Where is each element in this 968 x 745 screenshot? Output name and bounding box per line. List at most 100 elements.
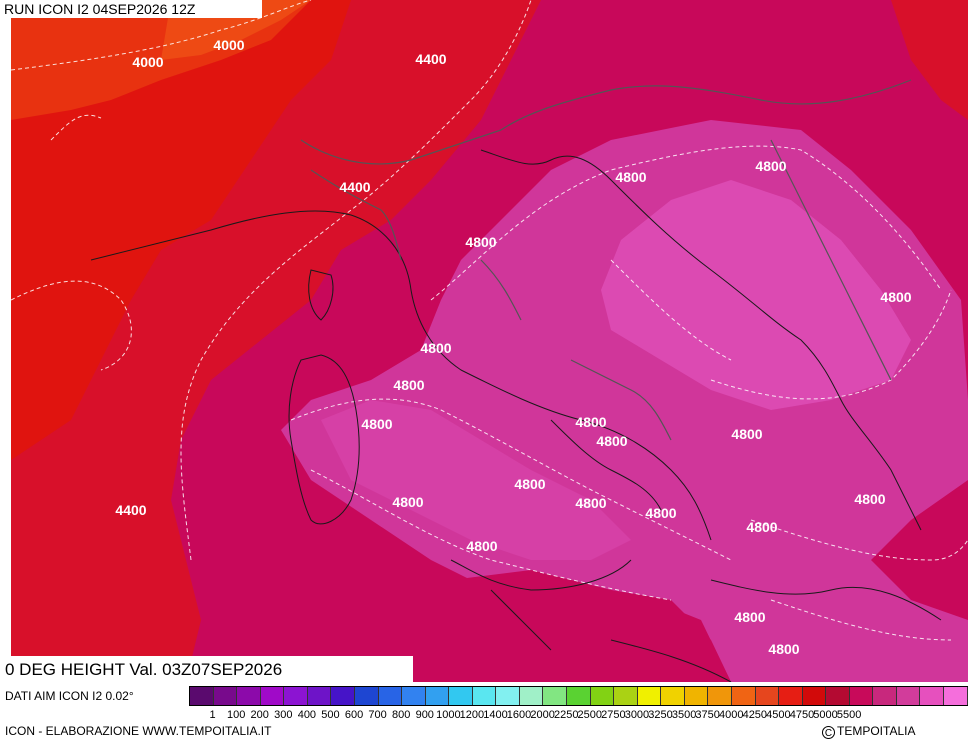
legend-swatch bbox=[849, 687, 874, 705]
legend-tick-label: 300 bbox=[274, 709, 293, 721]
contour-label: 4800 bbox=[880, 289, 912, 305]
color-legend bbox=[189, 686, 968, 706]
contour-label: 4800 bbox=[615, 169, 647, 185]
legend-tick-label: 4250 bbox=[742, 709, 768, 721]
legend-swatch bbox=[449, 687, 473, 705]
legend-tick-labels: 1 100 200 300 400 500 600 700 800 900 1000 1200 1400… bbox=[189, 709, 967, 723]
contour-label: 4800 bbox=[596, 433, 628, 449]
legend-swatch bbox=[354, 687, 379, 705]
legend-swatch bbox=[190, 687, 214, 705]
field-pink-light bbox=[601, 180, 911, 410]
legend-swatch bbox=[684, 687, 709, 705]
contour-label: 4800 bbox=[465, 234, 497, 250]
legend-swatch bbox=[614, 687, 638, 705]
legend-swatch bbox=[708, 687, 732, 705]
legend-tick-label: 4000 bbox=[718, 709, 744, 721]
legend-swatch bbox=[496, 687, 520, 705]
borders bbox=[300, 79, 912, 441]
legend-swatch bbox=[731, 687, 756, 705]
contour-label: 4800 bbox=[768, 641, 800, 657]
coastlines bbox=[90, 149, 942, 682]
legend-swatch bbox=[637, 687, 662, 705]
legend-tick-label: 4750 bbox=[789, 709, 815, 721]
legend-swatch bbox=[378, 687, 403, 705]
legend-tick-label: 2500 bbox=[577, 709, 603, 721]
legend-swatch bbox=[873, 687, 897, 705]
freezing-level-map bbox=[11, 0, 968, 682]
legend-tick-label: 2000 bbox=[530, 709, 555, 721]
legend-swatch bbox=[590, 687, 615, 705]
contour-label: 4800 bbox=[755, 158, 787, 174]
legend-tick-label: 3750 bbox=[695, 709, 720, 721]
run-title: RUN ICON I2 04SEP2026 12Z bbox=[0, 0, 262, 18]
legend-tick-label: 2250 bbox=[553, 709, 579, 721]
legend-swatch bbox=[755, 687, 780, 705]
legend-tick-label: 2750 bbox=[601, 709, 626, 721]
contour-label: 4800 bbox=[575, 495, 607, 511]
legend-swatch bbox=[944, 687, 968, 705]
contour-label: 4800 bbox=[392, 494, 424, 510]
contour-label: 4800 bbox=[361, 416, 393, 432]
contour-label: 4800 bbox=[645, 505, 677, 521]
legend-tick-label: 3500 bbox=[671, 709, 697, 721]
legend-swatch bbox=[425, 687, 450, 705]
legend-tick-label: 5500 bbox=[836, 709, 862, 721]
legend-tick-label: 1400 bbox=[483, 709, 508, 721]
legend-tick-label: 800 bbox=[391, 709, 411, 721]
legend-tick-label: 1 bbox=[209, 709, 216, 721]
map-canvas bbox=[11, 0, 968, 682]
field-red-deep bbox=[11, 0, 351, 460]
legend-tick-label: 200 bbox=[250, 709, 269, 721]
legend-tick-label: 4500 bbox=[766, 709, 791, 721]
copyright-icon: C bbox=[822, 726, 835, 739]
legend-swatch bbox=[260, 687, 285, 705]
field-red-east bbox=[891, 0, 968, 120]
contour-label: 4800 bbox=[575, 414, 607, 430]
legend-swatch bbox=[402, 687, 426, 705]
legend-swatch bbox=[237, 687, 261, 705]
contour-label: 4000 bbox=[213, 37, 245, 53]
legend-tick-label: 5000 bbox=[813, 709, 838, 721]
legend-swatch bbox=[896, 687, 921, 705]
contour-label: 4800 bbox=[746, 519, 778, 535]
valid-title: 0 DEG HEIGHT Val. 03Z07SEP2026 bbox=[0, 656, 413, 683]
legend-swatch bbox=[826, 687, 850, 705]
field-pink-south bbox=[321, 400, 631, 560]
credit-text: ICON - ELABORAZIONE WWW.TEMPOITALIA.IT bbox=[5, 724, 272, 738]
contour-label: 4800 bbox=[393, 377, 425, 393]
legend-tick-label: 3000 bbox=[624, 709, 650, 721]
legend-swatch bbox=[920, 687, 944, 705]
contour-label: 4800 bbox=[466, 538, 498, 554]
legend-tick-label: 3250 bbox=[648, 709, 673, 721]
legend-swatch bbox=[661, 687, 685, 705]
legend-tick-label: 900 bbox=[415, 709, 434, 721]
copyright-text: TEMPOITALIA bbox=[837, 724, 916, 738]
legend-tick-label: 1600 bbox=[506, 709, 532, 721]
contour-label: 4400 bbox=[339, 179, 371, 195]
legend-swatch bbox=[307, 687, 332, 705]
contour-lines bbox=[11, 0, 968, 641]
contour-label: 4800 bbox=[420, 340, 452, 356]
contour-label: 4000 bbox=[132, 54, 164, 70]
copyright: C TEMPOITALIA bbox=[822, 724, 915, 739]
legend-tick-label: 500 bbox=[321, 709, 340, 721]
contour-label: 4400 bbox=[415, 51, 447, 67]
legend-tick-label: 600 bbox=[344, 709, 364, 721]
legend-swatch bbox=[284, 687, 308, 705]
field-crimson-south bbox=[451, 570, 731, 682]
legend-swatch bbox=[472, 687, 497, 705]
legend-swatch bbox=[519, 687, 544, 705]
legend-tick-label: 100 bbox=[226, 709, 246, 721]
legend-tick-label: 1000 bbox=[436, 709, 461, 721]
contour-label: 4400 bbox=[115, 502, 147, 518]
legend-swatch bbox=[802, 687, 827, 705]
legend-swatch bbox=[213, 687, 238, 705]
data-source-text: DATI AIM ICON I2 0.02° bbox=[5, 689, 134, 703]
legend-tick-label: 1200 bbox=[459, 709, 485, 721]
contour-label: 4800 bbox=[854, 491, 886, 507]
contour-label: 4800 bbox=[734, 609, 766, 625]
legend-tick-label: 700 bbox=[368, 709, 387, 721]
legend-swatch bbox=[779, 687, 803, 705]
contour-label: 4800 bbox=[731, 426, 763, 442]
legend-swatch bbox=[543, 687, 567, 705]
